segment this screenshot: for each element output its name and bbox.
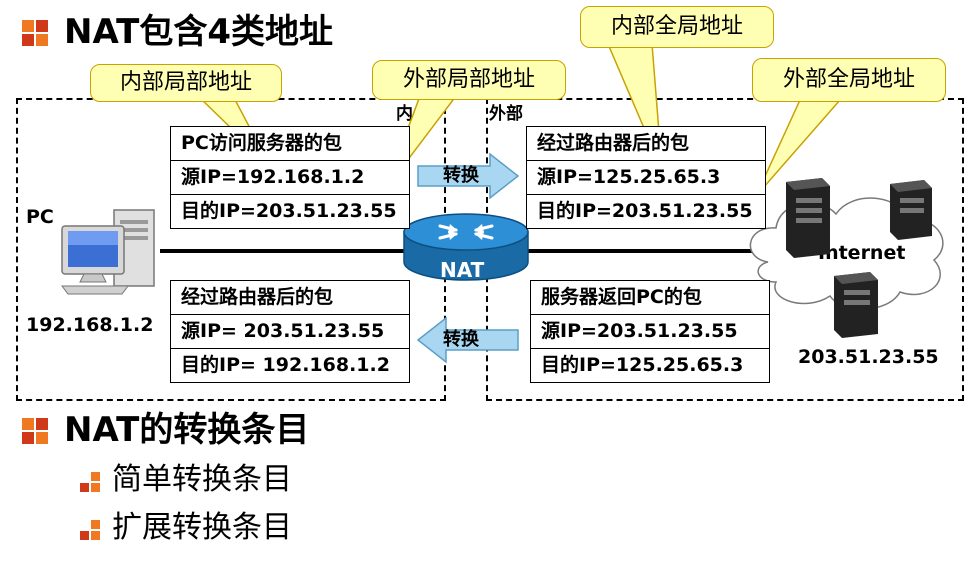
packet-destination-ip: 目的IP=125.25.65.3: [541, 354, 744, 376]
inside-region-label: 内: [396, 104, 413, 124]
packet-after-router-outbound: 经过路由器后的包 源IP=125.25.65.3 目的IP=203.51.23.…: [526, 126, 766, 229]
callout-outside-global-label: 外部全局地址: [782, 67, 915, 92]
callout-inside-local-label: 内部局部地址: [119, 70, 252, 95]
pc-ip-address: 192.168.1.2: [26, 314, 154, 336]
orange-square-bullet-icon: [22, 20, 48, 46]
packet-source-ip: 源IP=203.51.23.55: [531, 315, 769, 349]
subitem-extended-entries: 扩展转换条目: [112, 510, 292, 545]
server-icon-bottom: [834, 272, 878, 338]
packet-destination-ip: 目的IP= 192.168.1.2: [181, 354, 390, 376]
pc-computer-icon: [61, 209, 155, 295]
callout-outside-local: 外部局部地址: [372, 60, 566, 100]
packet-pc-to-server: PC访问服务器的包 源IP=192.168.1.2 目的IP=203.51.23…: [170, 126, 410, 229]
packet-after-router-inbound: 经过路由器后的包 源IP= 203.51.23.55 目的IP= 192.168…: [170, 280, 410, 383]
nat-router-label: NAT: [440, 258, 485, 282]
packet-destination-ip: 目的IP=203.51.23.55: [181, 200, 397, 222]
subitem-simple-entries: 简单转换条目: [112, 462, 292, 497]
packet-title: 经过路由器后的包: [527, 127, 765, 161]
pc-label: PC: [26, 206, 54, 228]
convert-in-arrow-icon: [416, 316, 519, 364]
packet-title: 服务器返回PC的包: [531, 281, 769, 315]
server-ip-address: 203.51.23.55: [798, 346, 939, 368]
convert-in-label: 转换: [443, 329, 479, 350]
callout-outside-local-label: 外部局部地址: [402, 67, 535, 92]
convert-out-label: 转换: [443, 165, 479, 186]
heading-nat-translation-entries: NAT的转换条目: [64, 410, 310, 450]
small-square-bullet-icon: [80, 472, 100, 492]
server-icon-right: [890, 180, 932, 240]
callout-inside-global-label: 内部全局地址: [610, 14, 743, 39]
orange-square-bullet-icon: [22, 418, 48, 444]
packet-source-ip: 源IP= 203.51.23.55: [171, 315, 409, 349]
internet-label: Internet: [818, 242, 906, 264]
convert-out-arrow-icon: [417, 152, 520, 200]
callout-inside-global: 内部全局地址: [580, 6, 774, 48]
nat-router-icon: [403, 213, 529, 281]
packet-destination-ip: 目的IP=203.51.23.55: [537, 200, 753, 222]
packet-title: 经过路由器后的包: [171, 281, 409, 315]
small-square-bullet-icon: [80, 520, 100, 540]
packet-source-ip: 源IP=125.25.65.3: [527, 161, 765, 195]
outside-region-label: 外部: [489, 104, 523, 124]
callout-outside-global: 外部全局地址: [752, 58, 946, 102]
callout-inside-local: 内部局部地址: [90, 64, 282, 102]
packet-source-ip: 源IP=192.168.1.2: [171, 161, 409, 195]
packet-server-return: 服务器返回PC的包 源IP=203.51.23.55 目的IP=125.25.6…: [530, 280, 770, 383]
heading-nat-address-types: NAT包含4类地址: [64, 12, 333, 52]
server-icon-left: [786, 178, 830, 258]
packet-title: PC访问服务器的包: [171, 127, 409, 161]
